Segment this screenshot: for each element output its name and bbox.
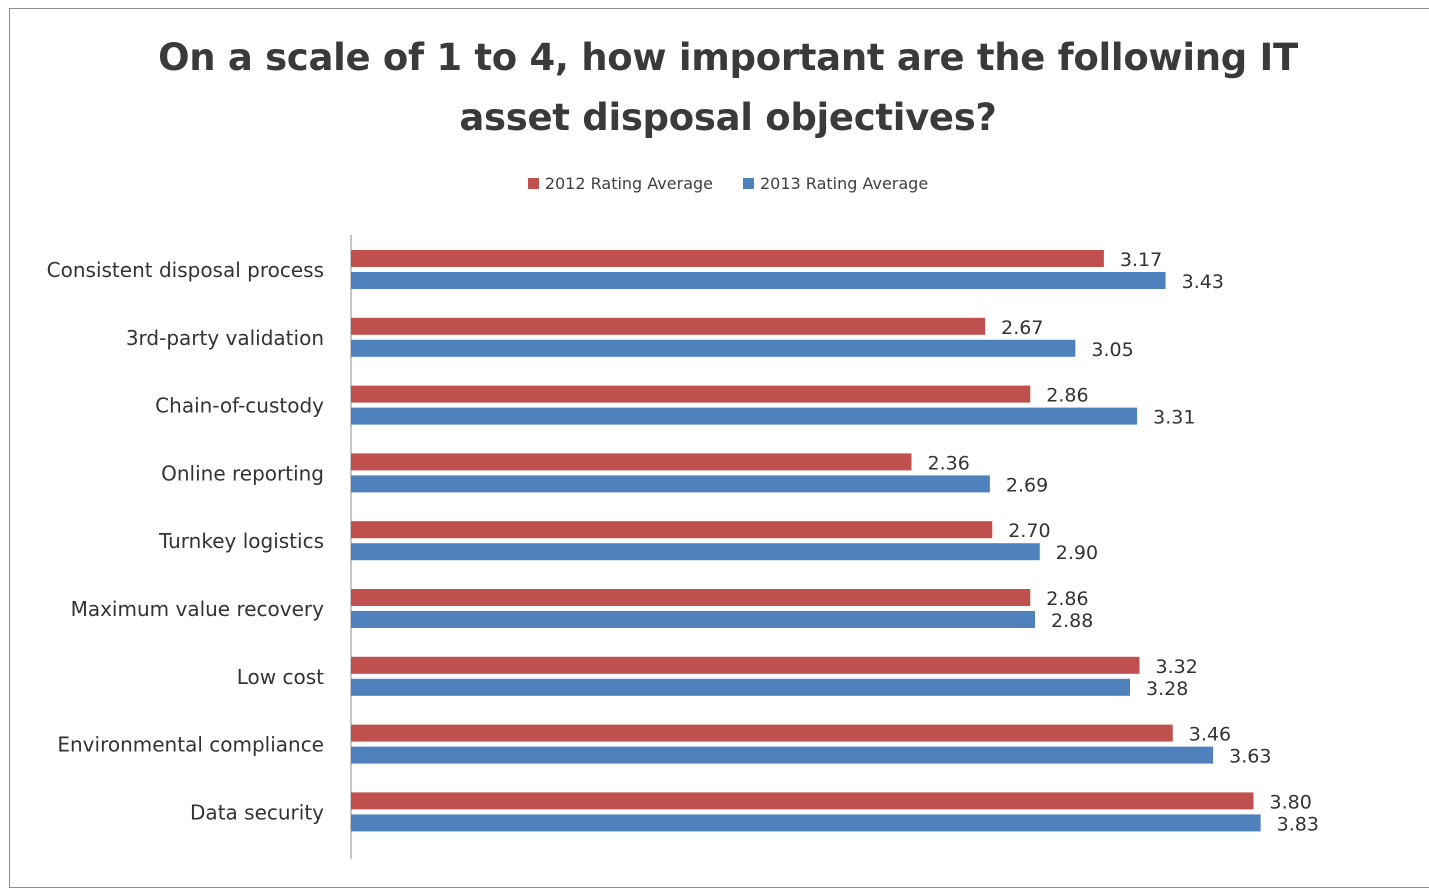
category-label: Maximum value recovery	[71, 597, 325, 621]
legend-swatch-2012	[527, 178, 539, 189]
legend-swatch-2013	[743, 178, 754, 189]
bar-2013	[351, 272, 1166, 289]
legend-item-2013: 2013 Rating Average	[743, 174, 928, 193]
data-label-2012: 3.32	[1156, 656, 1198, 678]
data-label-2013: 3.31	[1153, 407, 1195, 429]
chart-title-line-2: asset disposal objectives?	[459, 96, 997, 139]
bar-2013	[351, 814, 1261, 832]
bar-2013	[351, 543, 1040, 561]
data-label-2012: 3.46	[1189, 724, 1231, 746]
bar-2012	[351, 792, 1254, 810]
bar-2013	[351, 746, 1214, 764]
bar-2012	[351, 724, 1173, 742]
category-label: Online reporting	[161, 461, 324, 485]
data-label-2012: 2.86	[1046, 588, 1088, 610]
bar-2012	[351, 453, 912, 471]
category-label: Environmental compliance	[57, 733, 324, 757]
bar-2013	[351, 678, 1130, 696]
data-label-2012: 2.86	[1046, 385, 1088, 407]
legend-item-2012: 2012 Rating Average	[527, 174, 713, 193]
category-label: Low cost	[237, 665, 324, 689]
data-label-2013: 3.28	[1146, 678, 1188, 700]
data-label-2012: 2.67	[1001, 317, 1043, 339]
data-label-2013: 2.69	[1006, 474, 1048, 496]
data-label-2012: 3.17	[1120, 249, 1162, 271]
data-label-2012: 2.70	[1008, 520, 1050, 542]
bar-2012	[351, 656, 1140, 674]
bar-2012	[351, 385, 1031, 403]
category-label: Chain-of-custody	[155, 394, 324, 418]
bar-chart-plot: Consistent disposal process 3.17 3.43 3rd-p…	[47, 235, 1319, 860]
chart-legend: 2012 Rating Average 2013 Rating Average	[0, 174, 1429, 193]
data-label-2012: 2.36	[928, 452, 970, 474]
data-label-2013: 2.88	[1051, 610, 1093, 632]
data-label-2012: 3.80	[1270, 791, 1312, 813]
bar-2012	[351, 250, 1104, 267]
data-label-2013: 3.83	[1277, 813, 1319, 835]
chart-title-line-1: On a scale of 1 to 4, how important are …	[158, 36, 1298, 79]
bar-2013	[351, 407, 1138, 425]
bar-2012	[351, 317, 986, 335]
data-label-2013: 3.63	[1229, 746, 1271, 768]
category-label: Data security	[190, 800, 324, 824]
category-label: 3rd-party validation	[126, 326, 324, 350]
category-label: Consistent disposal process	[47, 258, 324, 282]
legend-label-2012: 2012 Rating Average	[544, 174, 713, 193]
data-label-2013: 3.43	[1182, 271, 1224, 293]
data-label-2013: 3.05	[1091, 339, 1133, 361]
bar-2012	[351, 521, 993, 539]
category-label: Turnkey logistics	[158, 529, 324, 553]
bar-2012	[351, 589, 1031, 606]
data-label-2013: 2.90	[1056, 542, 1098, 564]
bar-2013	[351, 339, 1076, 357]
legend-label-2013: 2013 Rating Average	[760, 174, 929, 193]
bar-2013	[351, 611, 1035, 628]
bar-2013	[351, 475, 990, 493]
